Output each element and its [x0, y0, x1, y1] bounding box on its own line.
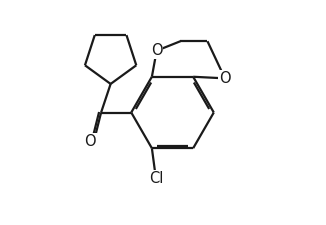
- Text: O: O: [219, 71, 231, 86]
- Text: O: O: [84, 134, 96, 149]
- Text: O: O: [151, 43, 162, 58]
- Text: Cl: Cl: [149, 171, 164, 186]
